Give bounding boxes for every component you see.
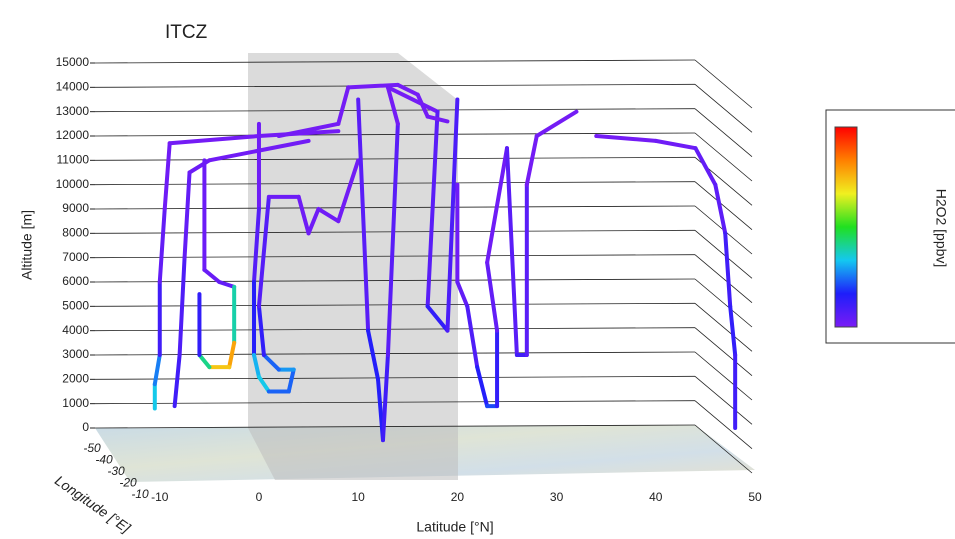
colorbar-label: H2O2 [ppbv]: [933, 189, 949, 268]
depth-line: [695, 376, 752, 424]
y-tick-label: 14000: [56, 80, 90, 94]
depth-line: [695, 303, 752, 351]
depth-line: [695, 255, 752, 303]
flight-track-segment: [155, 355, 160, 384]
flight-track-segment: [175, 355, 180, 406]
flight-track-segment: [596, 136, 656, 141]
y-tick-label: 2000: [62, 372, 89, 386]
y-tick-label: 10000: [56, 177, 90, 191]
x-axis-label: Latitude [°N]: [416, 519, 493, 535]
chart: 0100020003000400050006000700080009000100…: [0, 0, 955, 539]
x-tick-label: 0: [256, 490, 263, 504]
flight-track-segment: [219, 282, 234, 287]
y-tick-label: 4000: [62, 323, 89, 337]
flight-track-segment: [527, 136, 537, 185]
x-tick-label: 30: [550, 490, 564, 504]
y-tick-label: 11000: [57, 153, 90, 167]
flight-track-segment: [457, 282, 467, 306]
y-tick-label: 8000: [62, 226, 89, 240]
y-tick-label: 1000: [62, 396, 89, 410]
flight-track-segment: [477, 367, 487, 406]
chart-title: ITCZ: [165, 22, 208, 43]
depth-line: [695, 352, 752, 400]
y-tick-label: 6000: [62, 274, 89, 288]
flight-track-segment: [487, 263, 497, 331]
depth-line: [695, 328, 752, 376]
colorbar: [835, 127, 857, 327]
y-tick-label: 9000: [62, 201, 89, 215]
flight-track-segment: [170, 136, 259, 143]
flight-track-segment: [487, 148, 507, 262]
y-tick-label: 5000: [62, 299, 89, 313]
depth-line: [695, 230, 752, 278]
flight-track-segment: [467, 306, 477, 367]
flight-track-segment: [229, 343, 234, 367]
flight-track-segment: [185, 173, 190, 258]
y-tick-label: 0: [82, 420, 89, 434]
flight-track-segment: [180, 258, 185, 355]
flight-track-segment: [160, 209, 165, 282]
flight-track-segment: [204, 270, 219, 282]
y-tick-label: 15000: [56, 55, 90, 69]
x-tick-label: 20: [451, 490, 465, 504]
flight-track-segment: [656, 141, 696, 148]
depth-line: [695, 60, 752, 108]
depth-line: [695, 133, 752, 181]
flight-track-segment: [695, 148, 715, 185]
flight-track-segment: [715, 185, 725, 234]
y-tick-label: 7000: [62, 250, 89, 264]
flight-track-segment: [165, 143, 170, 209]
flight-track-segment: [725, 233, 730, 306]
flight-track-segment: [537, 112, 577, 136]
y-tick-label: 12000: [56, 128, 90, 142]
x-tick-label: 50: [748, 490, 762, 504]
z-tick-label: -10: [131, 487, 149, 501]
y-axis-label: Altitude [m]: [19, 210, 35, 280]
x-tick-label: 40: [649, 490, 663, 504]
depth-line: [695, 109, 752, 157]
x-tick-label: 10: [351, 490, 365, 504]
depth-line: [695, 84, 752, 132]
y-tick-label: 3000: [62, 347, 89, 361]
flight-track-segment: [199, 355, 209, 367]
y-tick-label: 13000: [56, 104, 90, 118]
depth-line: [695, 279, 752, 327]
flight-track-segment: [507, 148, 517, 355]
flight-track-segment: [348, 85, 398, 87]
flight-track-segment: [730, 306, 735, 355]
x-tick-label: -10: [151, 490, 169, 504]
